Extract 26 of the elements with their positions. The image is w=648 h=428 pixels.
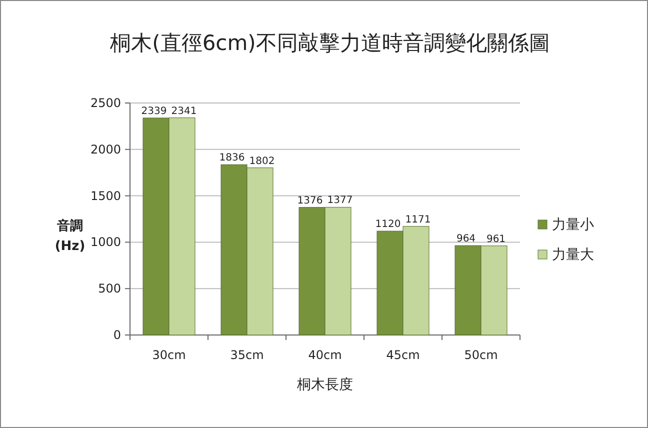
y-tick-label: 2500 (90, 96, 121, 110)
y-axis-title: 音調 (Hz) (54, 218, 86, 254)
data-label: 1836 (219, 152, 245, 164)
x-axis-title: 桐木長度 (296, 377, 353, 393)
x-tick-label: 35cm (230, 348, 264, 362)
y-tick-label: 2000 (90, 142, 121, 156)
data-label: 1120 (375, 219, 401, 230)
legend-label: 力量小 (552, 217, 594, 233)
legend-label: 力量大 (552, 247, 594, 263)
data-label: 1171 (405, 214, 431, 226)
data-label: 964 (456, 234, 476, 245)
y-tick-label: 0 (113, 328, 121, 342)
data-label: 1802 (249, 156, 275, 167)
data-label: 2341 (171, 106, 197, 117)
y-tick-label: 500 (98, 282, 121, 296)
data-label: 961 (486, 234, 506, 245)
y-tick-label: 1000 (90, 235, 121, 250)
x-tick-label: 30cm (152, 348, 186, 362)
chart-title: 桐木(直徑6cm)不同敲擊力道時音調變化關係圖 (109, 31, 550, 55)
x-tick-label: 50cm (464, 348, 498, 362)
data-label: 2339 (141, 106, 167, 117)
x-tick-label: 40cm (308, 348, 342, 362)
data-label: 1376 (297, 195, 323, 206)
data-label: 1377 (327, 195, 353, 206)
y-tick-label: 1500 (90, 188, 121, 203)
x-tick-label: 45cm (386, 348, 420, 362)
